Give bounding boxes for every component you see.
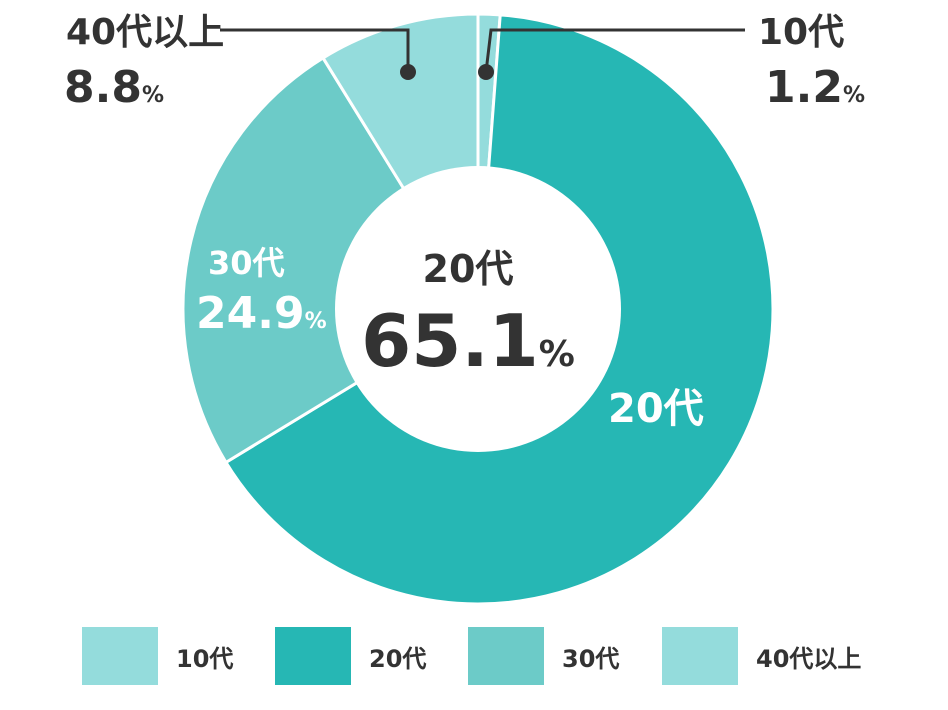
legend: 10代 20代 30代 40代以上 [0,626,948,686]
slice-label-30: 30代 [208,244,285,282]
legend-label-40: 40代以上 [756,644,862,673]
legend-swatch-20 [275,627,351,685]
center-value-unit: % [539,334,575,375]
legend-label-10: 10代 [176,644,234,673]
slice-value-40-unit: % [142,83,164,108]
slice-value-10: 1.2% [765,62,865,113]
donut-hole [335,166,621,452]
legend-item-40: 40代以上 [662,626,861,686]
legend-swatch-40 [662,627,738,685]
slice-value-30: 24.9% [196,288,327,339]
slice-value-40: 8.8% [64,62,164,113]
slice-label-40: 40代以上 [66,12,224,53]
slice-value-10-unit: % [843,83,865,108]
slice-label-20: 20代 [608,386,704,432]
legend-label-30: 30代 [562,644,620,673]
slice-30 [181,55,481,465]
slice-value-40-number: 8.8 [64,62,142,113]
legend-item-30: 30代 [468,626,619,686]
slice-value-30-number: 24.9 [196,288,305,339]
center-value: 65.1% [361,299,575,383]
legend-swatch-30 [468,627,544,685]
legend-item-20: 20代 [275,626,426,686]
slice-label-10: 10代 [758,12,844,53]
center-value-number: 65.1 [361,299,539,383]
slice-value-30-unit: % [305,309,327,334]
center-label: 20代 [423,247,514,291]
leader-line-10 [478,28,745,80]
legend-item-10: 10代 [82,626,233,686]
slice-value-10-number: 1.2 [765,62,843,113]
legend-label-20: 20代 [369,644,427,673]
legend-swatch-10 [82,627,158,685]
leader-line-40 [220,28,416,80]
